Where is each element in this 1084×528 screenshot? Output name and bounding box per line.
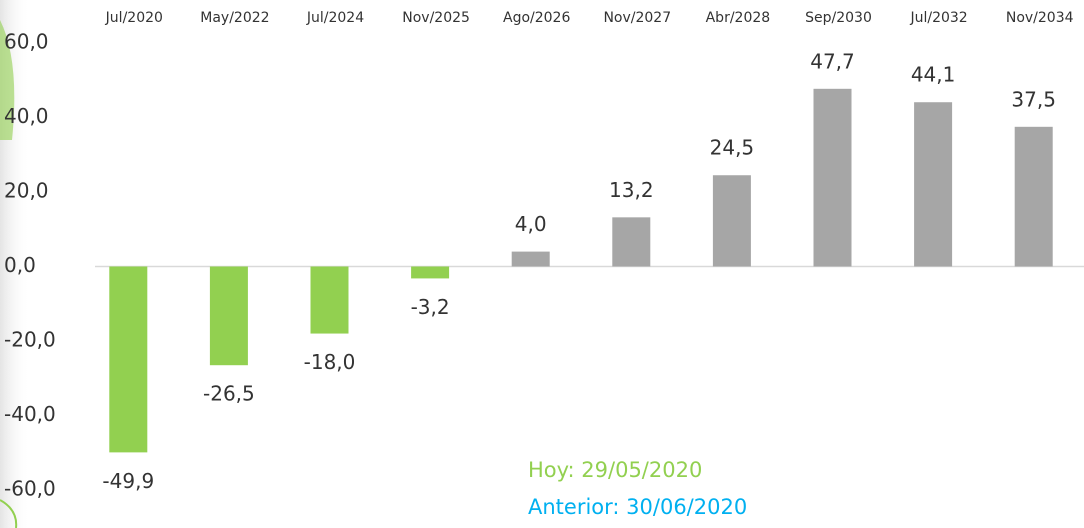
x-tick-label: May/2022 [200,10,269,26]
value-label: 4,0 [515,212,547,236]
bar [411,266,450,279]
bar [209,266,248,366]
x-tick-label: Jul/2032 [909,10,967,26]
value-label: -18,0 [304,350,356,374]
bar [310,266,349,334]
y-tick-label: 40,0 [4,104,49,128]
x-tick-label: Nov/2034 [1006,10,1074,26]
x-tick-label: Abr/2028 [706,10,771,26]
x-tick-label: Jul/2024 [306,10,364,26]
bar [612,217,651,267]
x-tick-label: Sep/2030 [805,10,872,26]
value-label: -3,2 [411,295,450,319]
value-label: 47,7 [810,49,855,73]
value-label: 37,5 [1011,87,1056,111]
x-tick-label: Jul/2020 [105,10,163,26]
y-tick-label: -60,0 [4,477,56,501]
decor-swoosh [0,20,15,140]
bar [813,88,852,267]
value-label: 24,5 [710,136,755,160]
y-tick-label: 20,0 [4,179,49,203]
bar [109,266,148,453]
value-label: -49,9 [102,469,154,493]
y-tick-label: 0,0 [4,253,36,277]
decor-arc [0,499,18,528]
y-tick-label: -40,0 [4,402,56,426]
bar [914,102,953,267]
bar [712,175,751,267]
annotation: Anterior: 30/06/2020 [528,495,747,519]
x-tick-label: Nov/2025 [402,10,470,26]
annotation: Hoy: 29/05/2020 [528,458,702,482]
value-label: 44,1 [911,63,956,87]
bar [511,251,550,267]
value-label: 13,2 [609,178,654,202]
bar [1014,126,1053,267]
y-tick-label: -20,0 [4,328,56,352]
x-tick-label: Nov/2027 [603,10,671,26]
value-label: -26,5 [203,382,255,406]
x-tick-label: Ago/2026 [503,10,570,26]
y-tick-label: 60,0 [4,30,49,54]
